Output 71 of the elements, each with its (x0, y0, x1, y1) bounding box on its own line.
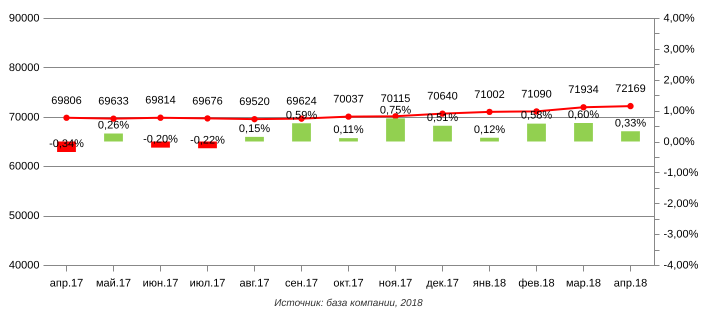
y2-tick-label: 4,00% (664, 12, 695, 24)
y2-tick-label: 1,00% (664, 105, 695, 118)
y2-tick-label: 0,00% (664, 136, 695, 148)
data-label: 69676 (192, 95, 223, 108)
data-label: 69520 (239, 96, 270, 108)
x-tick-label: май.17 (96, 278, 132, 290)
data-label: 69633 (98, 96, 129, 108)
x-tick-label: янв.18 (472, 278, 506, 290)
point (204, 115, 211, 122)
bar (245, 136, 264, 142)
y2-tick-label: -2,00% (664, 198, 699, 210)
y-tick-label: 90000 (8, 12, 40, 24)
x-tick-label: ноя.17 (378, 278, 412, 290)
data-label: 0,33% (614, 117, 646, 130)
y2-tick-label: -1,00% (664, 166, 699, 179)
y2-tick-label: -4,00% (664, 260, 699, 272)
y-tick-label: 40000 (8, 260, 40, 272)
point (63, 114, 70, 121)
data-label: 69806 (51, 94, 82, 107)
x-tick-label: авг.17 (240, 278, 270, 290)
data-label: 71934 (568, 84, 599, 96)
data-label: 71002 (474, 88, 505, 101)
data-label: 0,58% (520, 110, 552, 122)
data-label: 0,60% (568, 108, 600, 121)
x-tick-label: апр.17 (50, 278, 84, 290)
data-label: 70640 (427, 90, 458, 103)
data-label: 0,75% (380, 104, 412, 116)
bar (433, 126, 452, 142)
y-tick-label: 80000 (8, 62, 40, 74)
point (251, 116, 258, 122)
data-label: 70037 (333, 94, 364, 106)
x-tick-label: окт.17 (333, 278, 364, 290)
data-label: 0,12% (474, 124, 506, 136)
data-label: 69624 (286, 96, 317, 108)
y-tick-label: 70000 (8, 111, 40, 124)
bar (339, 138, 358, 142)
point (486, 108, 493, 116)
x-tick-label: апр.18 (614, 278, 648, 290)
point (580, 104, 587, 110)
x-tick-label: мар.18 (566, 278, 602, 290)
data-label: 70115 (380, 93, 410, 106)
point (627, 102, 634, 110)
bar (480, 138, 499, 142)
y-tick-label: 60000 (8, 160, 40, 173)
bar (574, 122, 593, 142)
data-label: 0,26% (98, 119, 130, 132)
bar (292, 123, 311, 142)
y2-tick-label: 3,00% (664, 43, 695, 56)
x-tick-label: июн.17 (142, 278, 178, 290)
y2-tick-label: -3,00% (664, 228, 699, 241)
bar (621, 131, 640, 142)
data-label: 0,51% (426, 112, 458, 124)
bar (104, 133, 123, 142)
data-label: -0,20% (143, 134, 178, 146)
x-tick-label: дек.17 (426, 278, 459, 290)
x-tick-label: сен.17 (285, 278, 318, 290)
data-label: -0,22% (190, 134, 226, 146)
data-label: 0,15% (238, 122, 270, 135)
y-tick-label: 50000 (8, 210, 40, 222)
bar (386, 118, 405, 142)
data-label: 71090 (521, 88, 552, 100)
x-tick-label: июл.17 (190, 278, 226, 290)
bar (527, 124, 546, 142)
y2-tick-label: 2,00% (664, 74, 695, 86)
x-tick-label: фев.18 (518, 278, 555, 290)
point (157, 114, 164, 121)
data-label: 69814 (145, 94, 176, 107)
text: Источник: база компании, 2018 (274, 298, 424, 309)
data-label: 72169 (615, 83, 646, 96)
point (345, 113, 352, 120)
data-label: 0,11% (333, 124, 364, 136)
